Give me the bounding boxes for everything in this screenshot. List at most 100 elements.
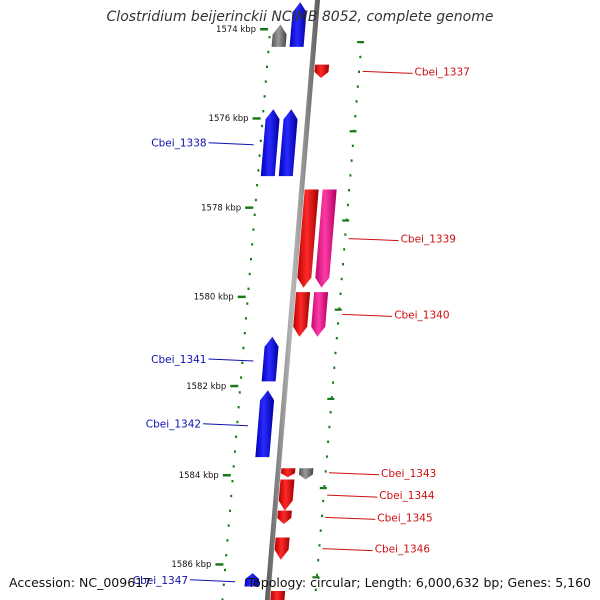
gene-track (244, 2, 337, 600)
outer-guide-dot (333, 366, 336, 369)
gene-cbei-1337 (314, 64, 330, 79)
axis-tick-label: 1580 kbp (194, 293, 234, 303)
outer-guide-dot (351, 144, 354, 147)
inner-guide-dot (230, 494, 233, 498)
axis-tick-mark (245, 206, 254, 209)
outer-guide-dot (332, 381, 335, 384)
outer-guide-dot (340, 277, 343, 281)
inner-guide-dot (248, 272, 251, 276)
gene-label: Cbei_1343 (381, 468, 436, 480)
backbone (264, 0, 321, 600)
outer-tick-mark (357, 41, 365, 44)
gene-label-leader (327, 494, 378, 498)
inner-guide-dot (268, 36, 271, 39)
outer-guide-dot (335, 337, 338, 340)
gene-label: Cbei_1347 (133, 575, 188, 587)
inner-guide-dot (250, 258, 252, 261)
map-title: Clostridium beijerinckii NCIMB 8052, com… (106, 9, 494, 25)
inner-guide-dot (226, 539, 229, 542)
outer-guide-dot (334, 351, 337, 355)
inner-guide-dot (262, 110, 265, 113)
outer-guide-dot (359, 55, 362, 59)
outer-guide-dot (339, 292, 342, 295)
gene-feature (278, 109, 298, 177)
outer-guide-dot (350, 159, 353, 162)
outer-tick-mark (327, 397, 335, 400)
accession-text: Accession: NC_009617 (9, 575, 152, 590)
inner-guide-dot (252, 228, 255, 231)
gene-label: Cbei_1338 (151, 138, 206, 150)
backbone-line (264, 0, 321, 600)
inner-guide-dot (237, 406, 240, 409)
gene-cbei-1344 (278, 479, 295, 511)
gene-feature (298, 468, 314, 480)
outer-tick-mark (312, 576, 320, 579)
outer-guide-dot (348, 189, 351, 192)
outer-guide-dot (346, 203, 349, 207)
inner-guide-dot (267, 50, 270, 54)
outer-guide-dot (356, 85, 359, 88)
gene-feature (311, 292, 329, 337)
outer-guide-dot (330, 396, 333, 399)
inner-guide-dot (246, 302, 249, 305)
outer-guide-dot (343, 248, 346, 251)
inner-guide-dot (221, 598, 224, 600)
gene-label: Cbei_1344 (379, 490, 435, 502)
outer-guide-dot (358, 70, 360, 73)
gene-label-leader (348, 238, 399, 242)
gene-cbei-1346 (274, 537, 290, 560)
outer-guide-dot (314, 588, 317, 591)
axis-tick-mark (222, 474, 231, 477)
inner-guide-dot (254, 198, 257, 202)
inner-guide-dot (263, 95, 266, 98)
gene-feature (315, 189, 337, 288)
inner-guide-dot (257, 169, 260, 172)
outer-guide-dot (349, 174, 352, 177)
inner-guide-dot (224, 568, 226, 572)
inner-guide-dot (256, 184, 259, 187)
gene-label-leader (342, 313, 393, 317)
gene-cbei-1339 (297, 189, 319, 288)
genome-summary-text: Topology: circular; Length: 6,000,632 bp… (247, 575, 591, 590)
outer-guide-dot (317, 559, 320, 562)
axis-tick-label: 1578 kbp (201, 203, 241, 213)
outer-guide-dot (318, 544, 321, 547)
inner-guide-dot (241, 361, 244, 364)
gene-feature (271, 24, 287, 47)
axis-tick-mark (230, 384, 239, 388)
axis-tick-mark (237, 295, 246, 299)
gene-label-leader (190, 579, 236, 583)
inner-guide-dot (225, 554, 228, 557)
inner-guide-dot (240, 376, 243, 379)
inner-guide-dot (247, 287, 250, 290)
inner-guide-dot (245, 317, 247, 320)
dotted-guides (221, 36, 363, 600)
inner-guide-dot (258, 154, 261, 157)
inner-guide-dot (242, 346, 245, 350)
gene-cbei-1342 (255, 390, 275, 458)
outer-tick-mark (342, 219, 350, 222)
outer-guide-dot (327, 440, 330, 443)
outer-guide-dot (323, 485, 326, 488)
outer-guide-dot (325, 455, 328, 458)
inner-guide-dot (233, 450, 236, 453)
gene-cbei-1347 (244, 573, 260, 587)
inner-guide-dot (264, 80, 267, 83)
gene-label-leader (325, 516, 376, 520)
gene-cbei-1340 (293, 292, 311, 337)
axis-tick-mark (260, 28, 269, 31)
gene-label: Cbei_1341 (151, 354, 206, 366)
outer-tick-mark (334, 308, 342, 311)
outer-guide-dot (324, 470, 327, 473)
inner-guide-dot (222, 583, 225, 586)
inner-guide-dot (236, 420, 239, 424)
inner-guide-dot (238, 391, 241, 394)
gene-feature (289, 2, 307, 47)
axis-tick-label: 1582 kbp (186, 382, 226, 392)
inner-guide-dot (261, 124, 264, 128)
gene-feature (270, 590, 286, 600)
outer-guide-dot (322, 499, 325, 503)
inner-guide-dot (253, 213, 256, 216)
gene-labels: Cbei_1337 Cbei_1338 Cbei_1339 Cbei_1340 Cbei… (133, 66, 470, 586)
gene-label: Cbei_1346 (375, 544, 431, 556)
